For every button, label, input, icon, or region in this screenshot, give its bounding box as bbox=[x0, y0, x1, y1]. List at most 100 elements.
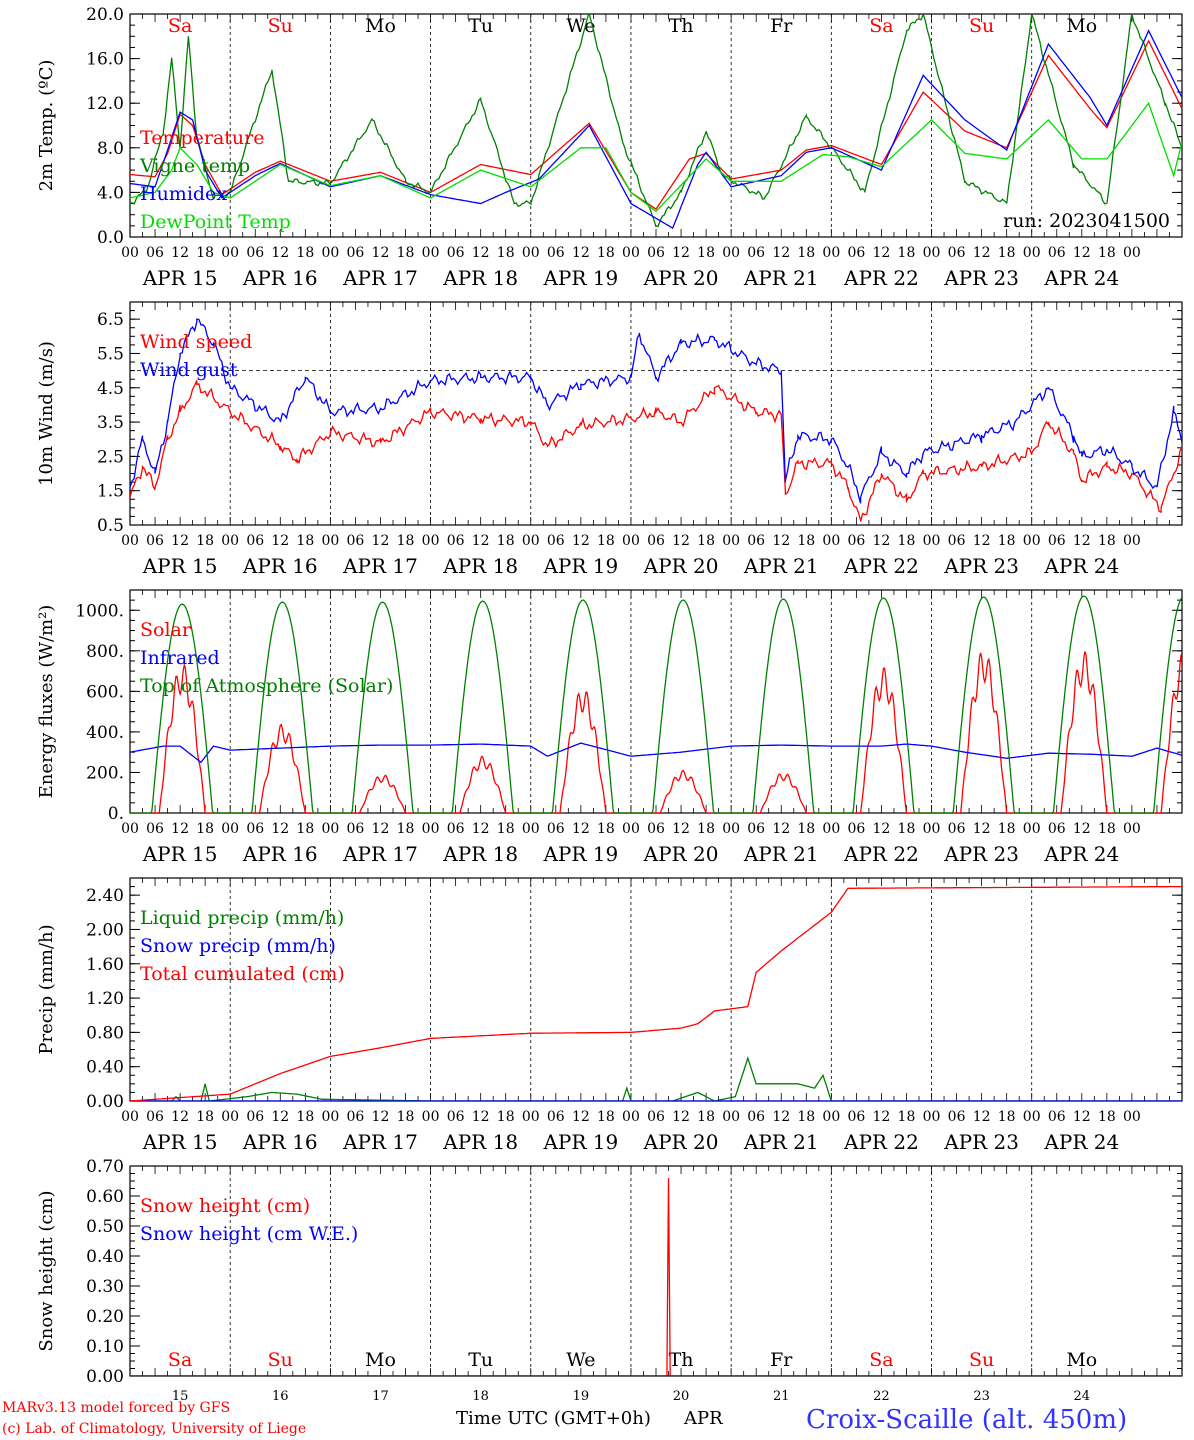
hour-tick-label: 18 bbox=[497, 1109, 515, 1125]
hour-tick-label: 00 bbox=[422, 245, 440, 261]
weekday-label: Tu bbox=[468, 1349, 493, 1371]
day-label: APR 21 bbox=[743, 266, 819, 290]
day-label: APR 19 bbox=[542, 1130, 618, 1154]
day-number-label: 17 bbox=[372, 1389, 389, 1404]
plot-frame bbox=[129, 13, 1183, 238]
hour-tick-label: 06 bbox=[447, 245, 465, 261]
day-label: APR 16 bbox=[242, 1130, 318, 1154]
hour-tick-label: 06 bbox=[747, 533, 765, 549]
weekday-label: Su bbox=[268, 1349, 293, 1371]
day-label: APR 20 bbox=[643, 266, 719, 290]
hour-tick-label: 06 bbox=[747, 245, 765, 261]
day-label: APR 18 bbox=[442, 842, 518, 866]
series-line-infrared bbox=[130, 742, 1182, 764]
y-tick-label: 2.5 bbox=[97, 447, 124, 467]
series-line-liquid-precip-mm-h- bbox=[130, 1055, 1182, 1101]
day-label: APR 24 bbox=[1043, 554, 1119, 578]
day-label: APR 16 bbox=[242, 266, 318, 290]
day-label: APR 20 bbox=[643, 842, 719, 866]
hour-tick-label: 12 bbox=[271, 245, 289, 261]
hour-tick-label: 00 bbox=[1023, 1109, 1041, 1125]
series-line-dewpoint-temp bbox=[130, 101, 1182, 213]
hour-tick-label: 00 bbox=[321, 821, 339, 837]
day-label: APR 20 bbox=[643, 554, 719, 578]
day-label: APR 23 bbox=[943, 554, 1019, 578]
hour-tick-label: 18 bbox=[1098, 245, 1116, 261]
panel-snow: 0.00 0.10 0.20 0.30 0.40 0.50 0.60 0.70 Snow hei… bbox=[36, 1157, 1183, 1404]
day-number-label: 23 bbox=[973, 1389, 990, 1404]
hour-tick-label: 06 bbox=[948, 245, 966, 261]
hour-tick-label: 00 bbox=[1023, 533, 1041, 549]
hour-tick-label: 12 bbox=[372, 245, 390, 261]
hour-tick-label: 12 bbox=[271, 533, 289, 549]
panel-temperature: 0.0 4.0 8.0 12.0 16.0 20.0 2m Temp. (ºC) 00 06 12… bbox=[36, 5, 1183, 290]
day-label: APR 22 bbox=[843, 842, 919, 866]
hour-tick-label: 06 bbox=[847, 1109, 865, 1125]
y-tick-label: 2.40 bbox=[86, 886, 124, 906]
y-tick-label: 0.00 bbox=[86, 1092, 124, 1112]
day-label: APR 18 bbox=[442, 1130, 518, 1154]
hour-tick-label: 18 bbox=[898, 245, 916, 261]
hour-tick-label: 12 bbox=[472, 533, 490, 549]
hour-tick-label: 12 bbox=[1073, 821, 1091, 837]
weekday-label: Su bbox=[969, 1349, 994, 1371]
legend-entry: Snow height (cm W.E.) bbox=[140, 1223, 358, 1245]
legend-entry: Snow precip (mm/h) bbox=[140, 935, 336, 957]
y-axis-label: Energy fluxes (W/m²) bbox=[36, 605, 57, 799]
legend-entry: Vigne temp bbox=[139, 155, 250, 177]
hour-tick-label: 18 bbox=[697, 821, 715, 837]
weekday-label: Sa bbox=[168, 1349, 192, 1371]
hour-tick-label: 18 bbox=[1098, 821, 1116, 837]
hour-tick-label: 12 bbox=[572, 1109, 590, 1125]
y-tick-label: 0. bbox=[108, 804, 124, 824]
hour-tick-label: 18 bbox=[898, 533, 916, 549]
y-tick-label: 4.0 bbox=[97, 183, 124, 203]
series-line-temperature bbox=[130, 39, 1182, 210]
hour-tick-label: 12 bbox=[873, 1109, 891, 1125]
hour-tick-label: 06 bbox=[647, 821, 665, 837]
hour-tick-label: 12 bbox=[772, 245, 790, 261]
hour-tick-label: 06 bbox=[647, 533, 665, 549]
weekday-label: We bbox=[566, 15, 595, 37]
y-tick-label: 200. bbox=[86, 763, 124, 783]
hour-tick-label: 18 bbox=[998, 821, 1016, 837]
hour-tick-label: 18 bbox=[296, 245, 314, 261]
hour-tick-label: 06 bbox=[146, 533, 164, 549]
hour-tick-label: 12 bbox=[171, 245, 189, 261]
y-tick-label: 0.40 bbox=[86, 1247, 124, 1267]
hour-tick-label: 12 bbox=[672, 1109, 690, 1125]
legend-entry: Top of Atmosphere (Solar) bbox=[140, 675, 393, 697]
y-tick-label: 3.5 bbox=[97, 413, 124, 433]
panel-energy: 0. 200. 400. 600. 800. 1000. Energy fluxes (W/… bbox=[36, 589, 1183, 866]
hour-tick-label: 12 bbox=[873, 245, 891, 261]
hour-tick-label: 18 bbox=[497, 245, 515, 261]
legend-entry: Temperature bbox=[140, 127, 264, 149]
day-label: APR 21 bbox=[743, 554, 819, 578]
series-group bbox=[130, 595, 1182, 813]
credit-line-1: MARv3.13 model forced by GFS bbox=[2, 1400, 230, 1416]
hour-tick-label: 18 bbox=[397, 245, 415, 261]
day-number-label: 22 bbox=[873, 1389, 890, 1404]
weekday-label: Mo bbox=[365, 1349, 396, 1371]
hour-tick-label: 00 bbox=[822, 245, 840, 261]
hour-tick-label: 12 bbox=[672, 245, 690, 261]
hour-tick-label: 18 bbox=[196, 533, 214, 549]
y-tick-label: 800. bbox=[86, 642, 124, 662]
hour-tick-label: 06 bbox=[1048, 245, 1066, 261]
y-tick-label: 600. bbox=[86, 682, 124, 702]
day-number-label: 19 bbox=[573, 1389, 590, 1404]
y-tick-label: 0.60 bbox=[86, 1187, 124, 1207]
day-label: APR 22 bbox=[843, 554, 919, 578]
hour-tick-label: 00 bbox=[321, 1109, 339, 1125]
hour-tick-label: 00 bbox=[1123, 245, 1141, 261]
hour-tick-label: 18 bbox=[797, 245, 815, 261]
day-label: APR 17 bbox=[342, 554, 418, 578]
hour-tick-label: 12 bbox=[1073, 245, 1091, 261]
y-tick-label: 0.00 bbox=[86, 1367, 124, 1387]
hour-tick-label: 06 bbox=[847, 821, 865, 837]
hour-tick-label: 18 bbox=[797, 1109, 815, 1125]
day-label: APR 16 bbox=[242, 554, 318, 578]
hour-tick-label: 00 bbox=[522, 533, 540, 549]
y-tick-label: 0.5 bbox=[97, 516, 124, 536]
run-annotation: run: 2023041500 bbox=[1003, 210, 1170, 232]
